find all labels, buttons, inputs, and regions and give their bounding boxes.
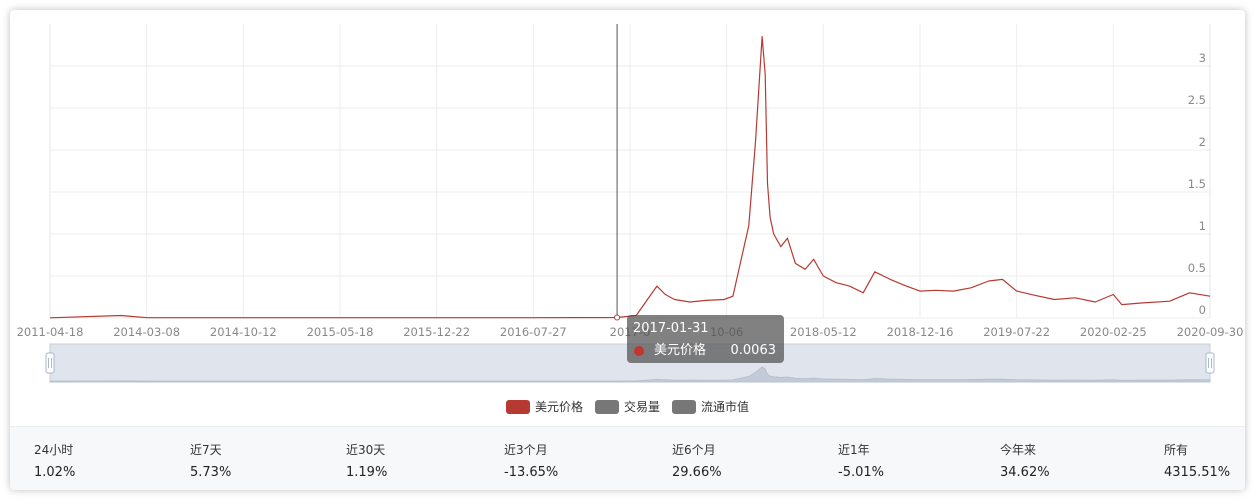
tooltip-value: 0.0063	[730, 343, 777, 358]
y-tick-label: 3	[1199, 51, 1206, 65]
chart-legend: 美元价格 交易量 流通市值	[10, 398, 1245, 415]
stat-label: 今年来	[1000, 443, 1037, 457]
x-tick-label: 2015-12-22	[403, 325, 470, 339]
stat-item: 所有 4315.51%	[1164, 442, 1230, 482]
stat-item: 近7天 5.73%	[190, 442, 231, 482]
x-tick-label: 2020-09-30	[1177, 325, 1244, 339]
legend-item[interactable]: 美元价格	[505, 398, 583, 415]
stat-value: 4315.51%	[1164, 465, 1231, 480]
legend-label: 交易量	[623, 400, 660, 414]
chart-panel: 2011-04-18 2014-03-08 2014-10-12 2015-05-18…	[10, 10, 1245, 490]
stat-value: 29.66%	[672, 465, 722, 480]
legend-label: 流通市值	[701, 400, 750, 414]
stat-item: 近30天 1.19%	[346, 442, 387, 482]
legend-swatch	[505, 399, 530, 414]
zoom-handle-left[interactable]	[45, 352, 55, 374]
legend-item[interactable]: 交易量	[594, 398, 660, 415]
x-tick-label: 2011-04-18	[17, 325, 84, 339]
stat-item: 近1年 -5.01%	[838, 442, 884, 482]
x-tick-label: 2018-12-16	[887, 325, 954, 339]
stat-item: 近6个月 29.66%	[672, 442, 722, 482]
x-tick-label: 2016-07-27	[500, 325, 567, 339]
stat-value: 1.19%	[346, 465, 388, 480]
hover-point	[614, 314, 621, 321]
legend-swatch	[594, 399, 619, 414]
zoom-handle-body[interactable]	[1205, 352, 1215, 374]
y-tick-label: 0	[1199, 303, 1206, 317]
tooltip-series-name: 美元价格	[654, 343, 707, 358]
stat-label: 24小时	[34, 443, 74, 457]
stat-label: 所有	[1164, 443, 1189, 457]
zoom-handle-body[interactable]	[45, 352, 55, 374]
stat-label: 近30天	[346, 443, 386, 457]
stat-item: 今年来 34.62%	[1000, 442, 1050, 482]
y-tick-label: 2	[1199, 135, 1206, 149]
stat-label: 近1年	[838, 443, 870, 457]
stat-value: 5.73%	[190, 465, 232, 480]
stat-label: 近3个月	[504, 443, 548, 457]
legend-swatch	[672, 399, 696, 414]
x-tick-label: 2015-05-18	[307, 325, 374, 339]
tooltip-date: 2017-01-31	[633, 321, 709, 336]
legend-item[interactable]: 流通市值	[672, 398, 749, 415]
tooltip-series-dot	[634, 346, 644, 356]
y-tick-label: 1.5	[1188, 177, 1206, 191]
x-tick-label: 2020-02-25	[1080, 325, 1147, 339]
y-tick-label: 2.5	[1188, 93, 1206, 107]
x-tick-label: 2014-10-12	[210, 325, 277, 339]
stat-label: 近7天	[190, 443, 222, 457]
y-tick-label: 0.5	[1188, 261, 1206, 275]
y-tick-label: 1	[1199, 219, 1206, 233]
zoom-handle-right[interactable]	[1205, 352, 1215, 374]
stat-value: -13.65%	[504, 465, 559, 480]
chart-tooltip: 2017-01-31 美元价格 0.0063	[627, 315, 784, 363]
x-tick-label: 2019-07-22	[983, 325, 1050, 339]
performance-stats: 24小时 1.02% 近7天 5.73% 近30天 1.19% 近3个月 -13.65% 近6个…	[10, 426, 1245, 490]
stat-item: 近3个月 -13.65%	[504, 442, 558, 482]
stat-label: 近6个月	[672, 443, 716, 457]
legend-label: 美元价格	[534, 400, 583, 414]
price-line	[49, 36, 1211, 319]
x-tick-label: 2018-05-12	[790, 325, 857, 339]
x-tick-label: 2014-03-08	[113, 325, 180, 339]
zoom-preview-area	[49, 366, 1211, 383]
stat-item: 24小时 1.02%	[34, 442, 75, 482]
stat-value: -5.01%	[838, 465, 884, 480]
stat-value: 1.02%	[34, 465, 76, 480]
stat-value: 34.62%	[1000, 465, 1050, 480]
